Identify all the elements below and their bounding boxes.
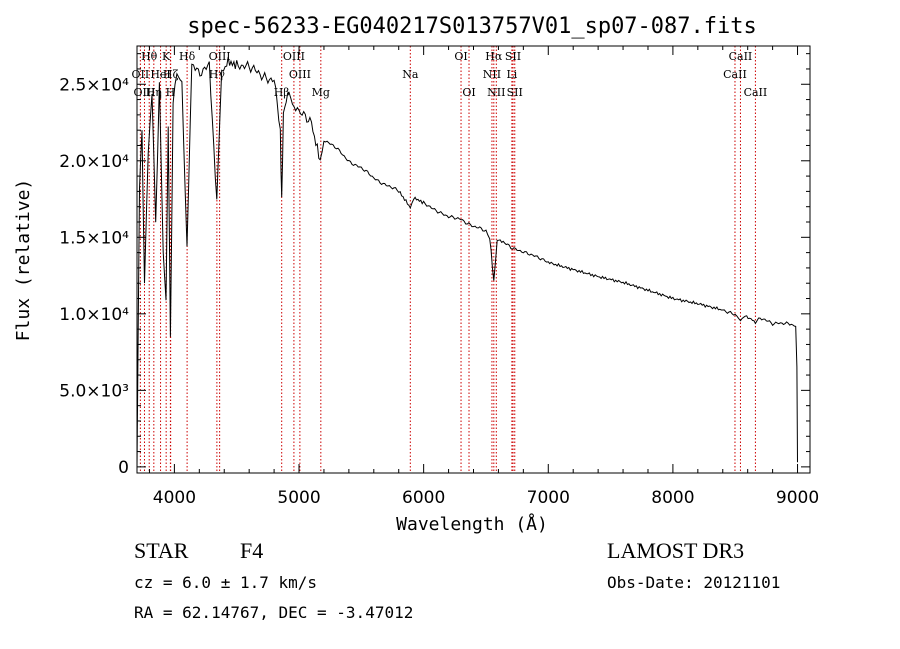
x-tick-label: 7000 — [527, 488, 570, 508]
marker-label: OII — [132, 68, 150, 81]
y-tick-label: 1.0×10⁴ — [59, 305, 129, 325]
line-markers — [139, 46, 756, 473]
marker-label: Hδ — [179, 50, 196, 63]
x-tick-label: 6000 — [402, 488, 445, 508]
marker-label: Hα — [485, 50, 503, 63]
marker-label: NII — [483, 68, 501, 81]
spectrum-line — [136, 56, 798, 469]
object-class: STAR — [134, 538, 189, 563]
marker-label: OIII — [209, 50, 231, 63]
marker-label: Hγ — [209, 68, 226, 81]
marker-label: NII — [487, 86, 505, 99]
marker-label: HeI — [150, 68, 170, 81]
marker-label: Hζ — [163, 68, 179, 81]
marker-label: Mg — [312, 86, 330, 99]
x-tick-label: 8000 — [651, 488, 694, 508]
x-tick-label: 9000 — [776, 488, 819, 508]
marker-label: CaII — [729, 50, 753, 63]
obs-date: Obs-Date: 20121101 — [607, 573, 781, 592]
y-tick-label: 1.5×10⁴ — [59, 228, 129, 248]
marker-label: Hθ — [141, 50, 158, 63]
marker-label: H — [166, 86, 176, 99]
object-subclass: F4 — [240, 538, 264, 563]
y-tick-label: 2.5×10⁴ — [59, 75, 129, 95]
marker-label: K — [162, 50, 171, 63]
plot-frame — [136, 45, 811, 474]
marker-label: Hη — [146, 86, 162, 99]
marker-label: SII — [507, 86, 523, 99]
marker-label: Li — [506, 68, 517, 81]
x-tick-label: 4000 — [153, 488, 196, 508]
marker-label: OIII — [283, 50, 305, 63]
marker-label: Na — [402, 68, 419, 81]
y-tick-label: 0 — [118, 458, 129, 478]
marker-label: OIII — [133, 86, 155, 99]
chart-title: spec-56233-EG040217S013757V01_sp07-087.f… — [187, 14, 757, 39]
marker-label: Hβ — [274, 86, 290, 99]
marker-label: CaII — [744, 86, 768, 99]
y-tick-label: 2.0×10⁴ — [59, 152, 129, 172]
survey-name: LAMOST DR3 — [607, 538, 745, 563]
y-axis-label: Flux (relative) — [13, 179, 34, 342]
x-axis-label: Wavelength (Å) — [396, 513, 548, 535]
x-tick-label: 5000 — [277, 488, 320, 508]
marker-label: SII — [505, 50, 521, 63]
coordinates: RA = 62.14767, DEC = -3.47012 — [134, 603, 414, 622]
y-tick-label: 5.0×10³ — [59, 381, 129, 401]
marker-label: OIII — [289, 68, 311, 81]
marker-label: CaII — [723, 68, 747, 81]
marker-label: OI — [462, 86, 475, 99]
x-axis-ticks: 4000 5000 6000 7000 8000 9000 — [148, 46, 819, 508]
marker-label: OI — [454, 50, 467, 63]
redshift-value: cz = 6.0 ± 1.7 km/s — [134, 573, 318, 592]
y-axis-ticks: 0 5.0×10³ 1.0×10⁴ 1.5×10⁴ 2.0×10⁴ 2.5×10⁴ — [59, 53, 810, 478]
